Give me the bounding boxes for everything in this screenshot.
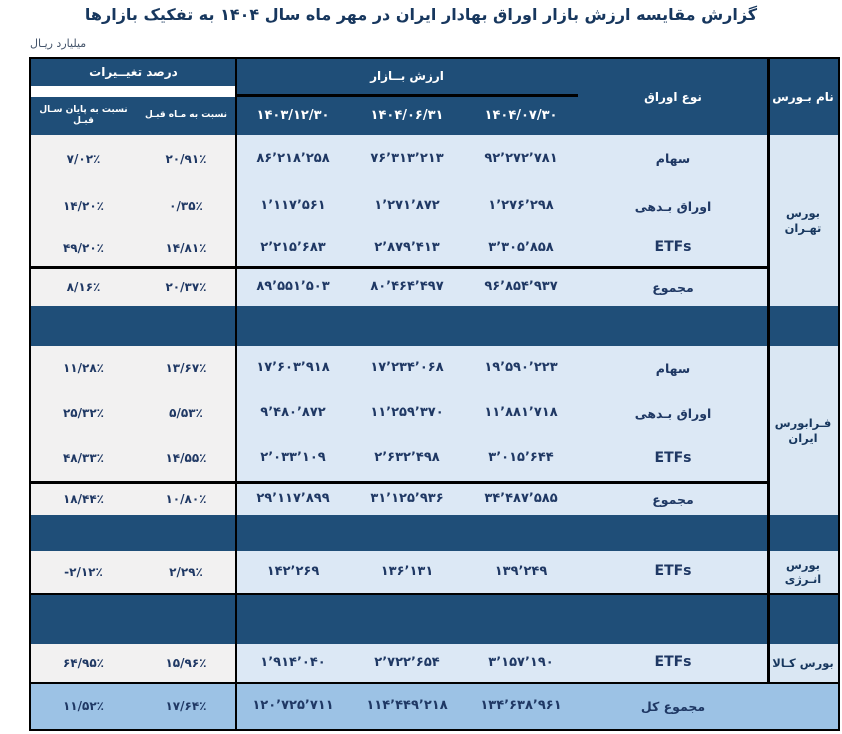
total-value-cell: ۹۶٬۸۵۴٬۹۳۷ [464, 266, 578, 306]
value-cell: ۳٬۱۵۷٬۱۹۰ [464, 644, 578, 684]
pct-cell: ۱۴/۲۰٪ [31, 183, 136, 230]
grand-total-pct-cell: ۱۷/۶۴٪ [136, 684, 236, 729]
grand-total-value-cell: ۱۱۴٬۴۴۹٬۲۱۸ [350, 684, 464, 729]
total-pct-cell: ۱۸/۴۴٪ [31, 481, 136, 515]
row-label-debt-securities: اوراق بـدهی [578, 183, 768, 230]
value-cell: ۹۲٬۲۷۲٬۷۸۱ [464, 135, 578, 183]
separator-band [31, 306, 838, 346]
divider-exchange-column [767, 59, 770, 684]
value-cell: ۱۴۲٬۲۶۹ [236, 551, 350, 595]
header-security-type: نوع اوراق [578, 59, 768, 135]
value-cell: ۳٬۳۰۵٬۸۵۸ [464, 230, 578, 266]
total-value-cell: ۳۴٬۴۸۷٬۵۸۵ [464, 481, 578, 515]
pct-cell: ۴۹/۲۰٪ [31, 230, 136, 266]
value-cell: ۱۱٬۸۸۱٬۷۱۸ [464, 391, 578, 436]
row-label-total: مجموع [578, 266, 768, 306]
row-label-total: مجموع [578, 481, 768, 515]
total-value-cell: ۳۱٬۱۲۵٬۹۳۶ [350, 481, 464, 515]
pct-cell: ۲۵/۳۲٪ [31, 391, 136, 436]
total-pct-cell: ۲۰/۳۷٪ [136, 266, 236, 306]
pct-cell: ۱۳/۶۷٪ [136, 346, 236, 391]
value-cell: ۸۶٬۲۱۸٬۲۵۸ [236, 135, 350, 183]
value-cell: ۱٬۱۱۷٬۵۶۱ [236, 183, 350, 230]
row-label-stocks: سهام [578, 135, 768, 183]
header-pct-vs-prev-year-end: نسبت به پایان سـال قبـل [31, 97, 136, 135]
pct-cell: ۰/۳۵٪ [136, 183, 236, 230]
value-cell: ۹٬۴۸۰٬۸۷۲ [236, 391, 350, 436]
pct-cell: ۱۴/۵۵٪ [136, 436, 236, 481]
total-value-cell: ۸۰٬۴۶۴٬۴۹۷ [350, 266, 464, 306]
pct-cell: ۷/۰۲٪ [31, 135, 136, 183]
pct-cell: ۲/۲۹٪ [136, 551, 236, 595]
value-cell: ۲٬۰۳۳٬۱۰۹ [236, 436, 350, 481]
row-label-etfs: ETFs [578, 230, 768, 266]
pct-cell: ۶۴/۹۵٪ [31, 644, 136, 684]
value-cell: ۱٬۹۱۴٬۰۴۰ [236, 644, 350, 684]
total-pct-cell: ۱۰/۸۰٪ [136, 481, 236, 515]
value-cell: ۱٬۲۷۶٬۲۹۸ [464, 183, 578, 230]
grand-total-spacer [768, 684, 838, 729]
row-label-stocks: سهام [578, 346, 768, 391]
value-cell: ۷۶٬۳۱۳٬۲۱۳ [350, 135, 464, 183]
value-cell: ۱۹٬۵۹۰٬۲۲۳ [464, 346, 578, 391]
total-value-cell: ۲۹٬۱۱۷٬۸۹۹ [236, 481, 350, 515]
value-cell: ۳٬۰۱۵٬۶۴۴ [464, 436, 578, 481]
header-date-1404-07-30: ۱۴۰۴/۰۷/۳۰ [464, 97, 578, 135]
value-cell: ۲٬۷۲۲٬۶۵۴ [350, 644, 464, 684]
unit-label: میلیارد ریـال [30, 37, 87, 50]
separator-band [31, 515, 838, 551]
pct-cell: ۱۱/۲۸٪ [31, 346, 136, 391]
value-cell: ۱۷٬۶۰۳٬۹۱۸ [236, 346, 350, 391]
pct-cell: ۵/۵۳٪ [136, 391, 236, 436]
total-value-cell: ۸۹٬۵۵۱٬۵۰۳ [236, 266, 350, 306]
header-exchange-name: نام بـورس [768, 59, 838, 135]
exchange-name-energy: بورس انـرژی [768, 551, 838, 595]
row-label-debt-securities: اوراق بـدهی [578, 391, 768, 436]
market-comparison-table: نام بـورس نوع اوراق ارزش بــازار درصد تغ… [29, 57, 840, 731]
value-cell: ۲٬۸۷۹٬۴۱۳ [350, 230, 464, 266]
pct-cell: -۲/۱۲٪ [31, 551, 136, 595]
pct-cell: ۴۸/۳۳٪ [31, 436, 136, 481]
divider-values-vs-percent [234, 59, 237, 729]
value-cell: ۲٬۲۱۵٬۶۸۳ [236, 230, 350, 266]
row-label-etfs: ETFs [578, 551, 768, 595]
value-cell: ۱۳۶٬۱۳۱ [350, 551, 464, 595]
header-pct-change-group: درصد تغیــیرات [31, 59, 236, 97]
exchange-name-kala: بورس کـالا [768, 644, 838, 684]
pct-cell: ۲۰/۹۱٪ [136, 135, 236, 183]
header-date-1404-06-31: ۱۴۰۴/۰۶/۳۱ [350, 97, 464, 135]
row-label-etfs: ETFs [578, 436, 768, 481]
grand-total-pct-cell: ۱۱/۵۲٪ [31, 684, 136, 729]
grand-total-value-cell: ۱۲۰٬۷۲۵٬۷۱۱ [236, 684, 350, 729]
value-cell: ۲٬۶۳۲٬۴۹۸ [350, 436, 464, 481]
row-label-etfs: ETFs [578, 644, 768, 684]
grand-total-label: مجموع کل [578, 684, 768, 729]
pct-cell: ۱۵/۹۶٪ [136, 644, 236, 684]
separator-band [31, 595, 838, 644]
grand-total-value-cell: ۱۳۴٬۶۳۸٬۹۶۱ [464, 684, 578, 729]
total-pct-cell: ۸/۱۶٪ [31, 266, 136, 306]
value-cell: ۱٬۲۷۱٬۸۷۲ [350, 183, 464, 230]
pct-cell: ۱۴/۸۱٪ [136, 230, 236, 266]
exchange-name-farabourse: فـرابورس ایران [768, 346, 838, 515]
header-pct-vs-prev-month: نسبت به مـاه قبـل [136, 97, 236, 135]
value-cell: ۱۷٬۲۳۴٬۰۶۸ [350, 346, 464, 391]
exchange-name-tehran: بورس تهـران [768, 135, 838, 306]
header-market-value-group: ارزش بــازار [236, 59, 578, 97]
value-cell: ۱۳۹٬۲۴۹ [464, 551, 578, 595]
value-cell: ۱۱٬۲۵۹٬۳۷۰ [350, 391, 464, 436]
page-title: گزارش مقایسه ارزش بازار اوراق بهادار ایر… [84, 5, 758, 24]
header-date-1403-12-30: ۱۴۰۳/۱۲/۳۰ [236, 97, 350, 135]
